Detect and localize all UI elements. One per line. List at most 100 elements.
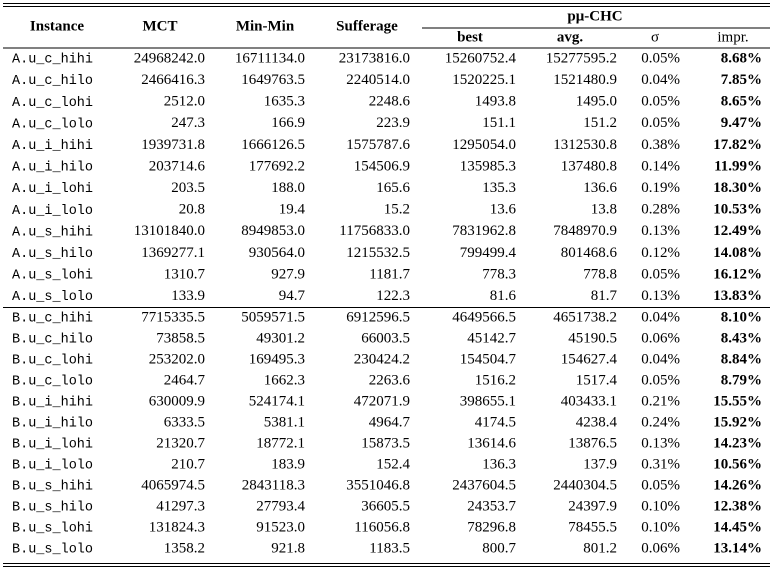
cell: 15.2: [384, 202, 410, 218]
cell: 135.3: [482, 180, 516, 196]
cell: 7848970.9: [553, 223, 617, 239]
cell: 13.14%: [713, 540, 762, 556]
cell: 152.4: [376, 456, 410, 472]
cell: 930564.0: [249, 245, 305, 261]
instance: B.u_i_hihi: [12, 396, 93, 411]
cell: 778.3: [482, 266, 516, 282]
cell: 0.14%: [641, 158, 680, 174]
cell: 49301.2: [256, 330, 305, 346]
cell: 15260752.4: [445, 50, 517, 66]
subheader: impr.: [717, 29, 748, 45]
cell: 2843118.3: [242, 477, 305, 493]
cell: 927.9: [271, 266, 305, 282]
cell: 2248.6: [369, 94, 411, 110]
cell: 15873.5: [361, 435, 410, 451]
cell: 253202.0: [149, 351, 205, 367]
cell: 36605.5: [361, 498, 410, 514]
cell: 16711134.0: [235, 50, 305, 66]
cell: 0.05%: [641, 372, 680, 388]
cell: 1517.4: [576, 372, 618, 388]
cell: 45190.5: [568, 330, 617, 346]
cell: 0.21%: [641, 393, 680, 409]
cell: 13.83%: [713, 288, 762, 304]
cell: 13614.6: [467, 435, 516, 451]
instance: A.u_c_lolo: [12, 117, 93, 132]
cell: 1649763.5: [241, 72, 305, 88]
cell: 14.45%: [713, 519, 762, 535]
subheader: best: [457, 29, 483, 45]
instance: B.u_c_hihi: [12, 312, 93, 327]
cell: 41297.3: [156, 498, 205, 514]
cell: 13.8: [591, 202, 617, 218]
cell: 154504.7: [460, 351, 517, 367]
cell: 1662.3: [264, 372, 305, 388]
cell: 2466416.3: [141, 72, 205, 88]
instance: B.u_s_hihi: [12, 480, 93, 495]
cell: 94.7: [279, 288, 306, 304]
cell: 203714.6: [149, 158, 206, 174]
cell: 0.06%: [641, 330, 680, 346]
instance: A.u_i_lolo: [12, 204, 93, 219]
header: Instance: [30, 18, 85, 34]
instance: B.u_c_lohi: [12, 354, 93, 369]
cell: 6333.5: [164, 414, 205, 430]
instance: A.u_c_hilo: [12, 74, 93, 89]
cell: 1310.7: [164, 266, 206, 282]
cell: 4238.4: [576, 414, 618, 430]
cell: 778.8: [583, 266, 617, 282]
cell: 0.19%: [641, 180, 680, 196]
cell: 24968242.0: [134, 50, 205, 66]
cell: 630009.9: [149, 393, 205, 409]
cell: 7.85%: [721, 72, 762, 88]
cell: 18.30%: [713, 180, 762, 196]
cell: 8.10%: [721, 309, 762, 325]
cell: 11756833.0: [339, 223, 410, 239]
cell: 1295054.0: [452, 137, 516, 153]
cell: 183.9: [271, 456, 305, 472]
cell: 0.06%: [641, 540, 680, 556]
cell: 1635.3: [264, 94, 305, 110]
cell: 0.38%: [641, 137, 680, 153]
cell: 154627.4: [561, 351, 618, 367]
cell: 801.2: [583, 540, 617, 556]
cell: 15.55%: [713, 393, 762, 409]
cell: 1358.2: [164, 540, 205, 556]
cell: 73858.5: [156, 330, 205, 346]
cell: 10.56%: [713, 456, 762, 472]
cell: 122.3: [376, 288, 410, 304]
cell: 0.05%: [641, 266, 680, 282]
cell: 116056.8: [354, 519, 410, 535]
cell: 1181.7: [369, 266, 410, 282]
cell: 7831962.8: [452, 223, 516, 239]
cell: 4651738.2: [553, 309, 617, 325]
cell: 12.38%: [713, 498, 762, 514]
cell: 78296.8: [467, 519, 516, 535]
cell: 1516.2: [475, 372, 516, 388]
cell: 7715335.5: [141, 309, 205, 325]
instance: B.u_i_lohi: [12, 438, 93, 453]
cell: 12.49%: [713, 223, 762, 239]
cell: 5381.1: [264, 414, 305, 430]
cell: 1520225.1: [452, 72, 516, 88]
cell: 13101840.0: [134, 223, 205, 239]
cell: 3551046.8: [346, 477, 410, 493]
instance: A.u_s_lohi: [12, 269, 93, 284]
cell: 78455.5: [568, 519, 617, 535]
cell: 0.05%: [641, 94, 680, 110]
instance: B.u_i_lolo: [12, 459, 93, 474]
subheader: σ: [651, 29, 659, 45]
cell: 135985.3: [460, 158, 516, 174]
cell: 0.24%: [641, 414, 680, 430]
cell: 9.47%: [721, 115, 762, 131]
cell: 210.7: [171, 456, 205, 472]
cell: 1575787.6: [346, 137, 410, 153]
cell: 247.3: [171, 115, 205, 131]
cell: 0.05%: [641, 477, 680, 493]
cell: 230424.2: [354, 351, 410, 367]
header: Min-Min: [236, 18, 295, 34]
cell: 1183.5: [369, 540, 410, 556]
cell: 17.82%: [713, 137, 762, 153]
cell: 0.10%: [641, 519, 680, 535]
cell: 0.10%: [641, 498, 680, 514]
